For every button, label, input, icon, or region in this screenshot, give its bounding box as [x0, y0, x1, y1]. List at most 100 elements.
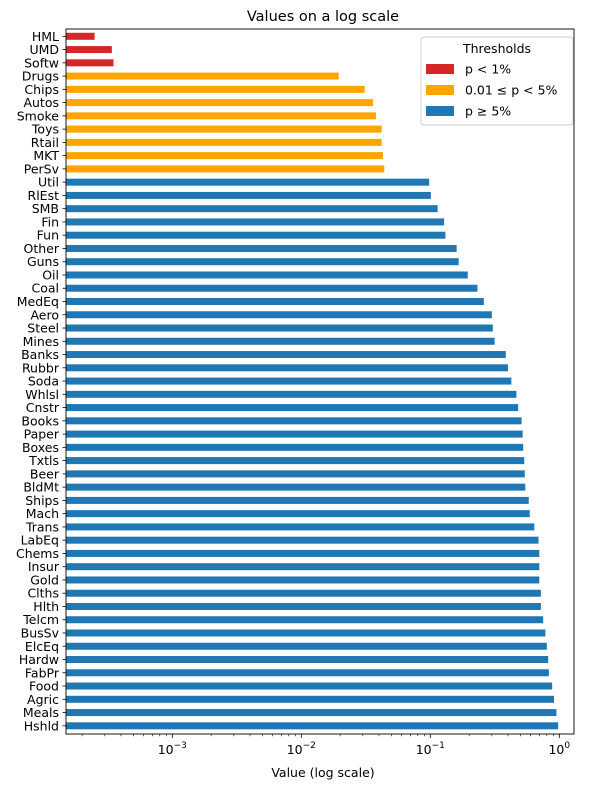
category-label: Cnstr	[26, 400, 60, 415]
legend-swatch	[426, 64, 454, 74]
category-label: MedEq	[17, 294, 59, 309]
category-label: Chips	[24, 82, 59, 97]
category-label: Mines	[23, 334, 59, 349]
bar-smb	[66, 205, 438, 213]
bar-fabpr	[66, 669, 549, 677]
bar-whlsl	[66, 390, 517, 398]
bar-persv	[66, 165, 385, 173]
bar-labeq	[66, 536, 539, 544]
category-label: Aero	[30, 307, 59, 322]
bar-fin	[66, 218, 445, 226]
bar-autos	[66, 99, 374, 107]
legend: Thresholds p < 1% 0.01 ≤ p < 5% p ≥ 5%	[420, 36, 574, 126]
bar-toys	[66, 125, 382, 133]
bar-chips	[66, 85, 365, 93]
bar-mkt	[66, 152, 384, 160]
bar-hlth	[66, 602, 541, 610]
category-label: Beer	[30, 466, 60, 481]
bar-rlest	[66, 191, 431, 199]
bar-steel	[66, 324, 493, 332]
category-label: Hardw	[19, 652, 59, 667]
bar-paper	[66, 430, 523, 438]
bar-telcm	[66, 616, 544, 624]
category-label: Telcm	[22, 612, 59, 627]
bar-txtls	[66, 457, 525, 465]
category-label: PerSv	[24, 161, 60, 176]
category-label: Hshld	[24, 718, 59, 733]
bar-bldmt	[66, 483, 526, 491]
category-label: Steel	[27, 321, 59, 336]
category-label: Autos	[23, 95, 59, 110]
legend-title: Thresholds	[462, 41, 531, 56]
category-label: Insur	[28, 559, 60, 574]
bar-hml	[66, 32, 95, 40]
category-label: UMD	[29, 42, 59, 57]
category-label: HML	[32, 29, 59, 44]
bar-agric	[66, 695, 555, 703]
category-label: Trans	[25, 519, 59, 534]
bar-mines	[66, 337, 495, 345]
category-label: Coal	[31, 281, 59, 296]
legend-entry-label: 0.01 ≤ p < 5%	[465, 83, 558, 98]
bar-meals	[66, 709, 557, 717]
category-label: Books	[21, 413, 59, 428]
bar-boxes	[66, 443, 524, 451]
category-label: Smoke	[17, 108, 60, 123]
x-tick-label: 10−1	[416, 741, 445, 757]
bar-umd	[66, 46, 112, 54]
x-tick-label: 100	[548, 741, 570, 757]
bar-fun	[66, 231, 446, 239]
bar-hshld	[66, 722, 559, 730]
category-label: Paper	[24, 427, 60, 442]
bar-books	[66, 417, 522, 425]
category-label: Clths	[27, 586, 59, 601]
bar-mach	[66, 510, 530, 518]
category-label: Hlth	[33, 599, 59, 614]
x-ticks: 10−3 10−2 10−1 100	[81, 734, 570, 757]
category-label: BusSv	[21, 626, 60, 641]
plot-frame	[65, 28, 575, 735]
category-label: Oil	[42, 267, 59, 282]
category-label: MKT	[33, 148, 59, 163]
category-label: Other	[24, 241, 60, 256]
category-label: Txtls	[28, 453, 59, 468]
bar-rtail	[66, 138, 382, 146]
legend-swatch	[426, 106, 454, 116]
category-label: Food	[29, 679, 59, 694]
category-label: Softw	[24, 55, 59, 70]
bar-ships	[66, 496, 529, 504]
legend-entry-label: p < 1%	[465, 62, 511, 77]
category-label: Toys	[31, 122, 59, 137]
category-label: BldMt	[23, 480, 59, 495]
category-label: Soda	[28, 374, 59, 389]
bar-trans	[66, 523, 535, 531]
bar-aero	[66, 311, 492, 319]
bar-smoke	[66, 112, 377, 120]
bar-oil	[66, 271, 468, 279]
bar-util	[66, 178, 430, 186]
bar-medeq	[66, 298, 484, 305]
category-label: Fun	[37, 228, 59, 243]
bar-gold	[66, 576, 540, 584]
bar-hardw	[66, 656, 549, 664]
category-label: Drugs	[22, 69, 59, 84]
bar-drugs	[66, 72, 339, 80]
category-label: Gold	[30, 572, 59, 587]
bar-cnstr	[66, 404, 519, 412]
bar-food	[66, 682, 553, 690]
bar-other	[66, 244, 457, 252]
category-label: Mach	[26, 506, 59, 521]
category-label: Banks	[21, 347, 59, 362]
bar-softw	[66, 59, 114, 67]
legend-swatch	[426, 85, 454, 95]
category-label: ElcEq	[25, 639, 59, 654]
bar-bussv	[66, 629, 546, 637]
bar-clths	[66, 589, 541, 597]
category-label: Guns	[27, 254, 59, 269]
category-label: Whlsl	[25, 387, 59, 402]
category-label: Agric	[27, 692, 59, 707]
category-label: RlEst	[28, 188, 60, 203]
chart-title: Values on a log scale	[247, 9, 399, 25]
category-label: LabEq	[21, 533, 59, 548]
